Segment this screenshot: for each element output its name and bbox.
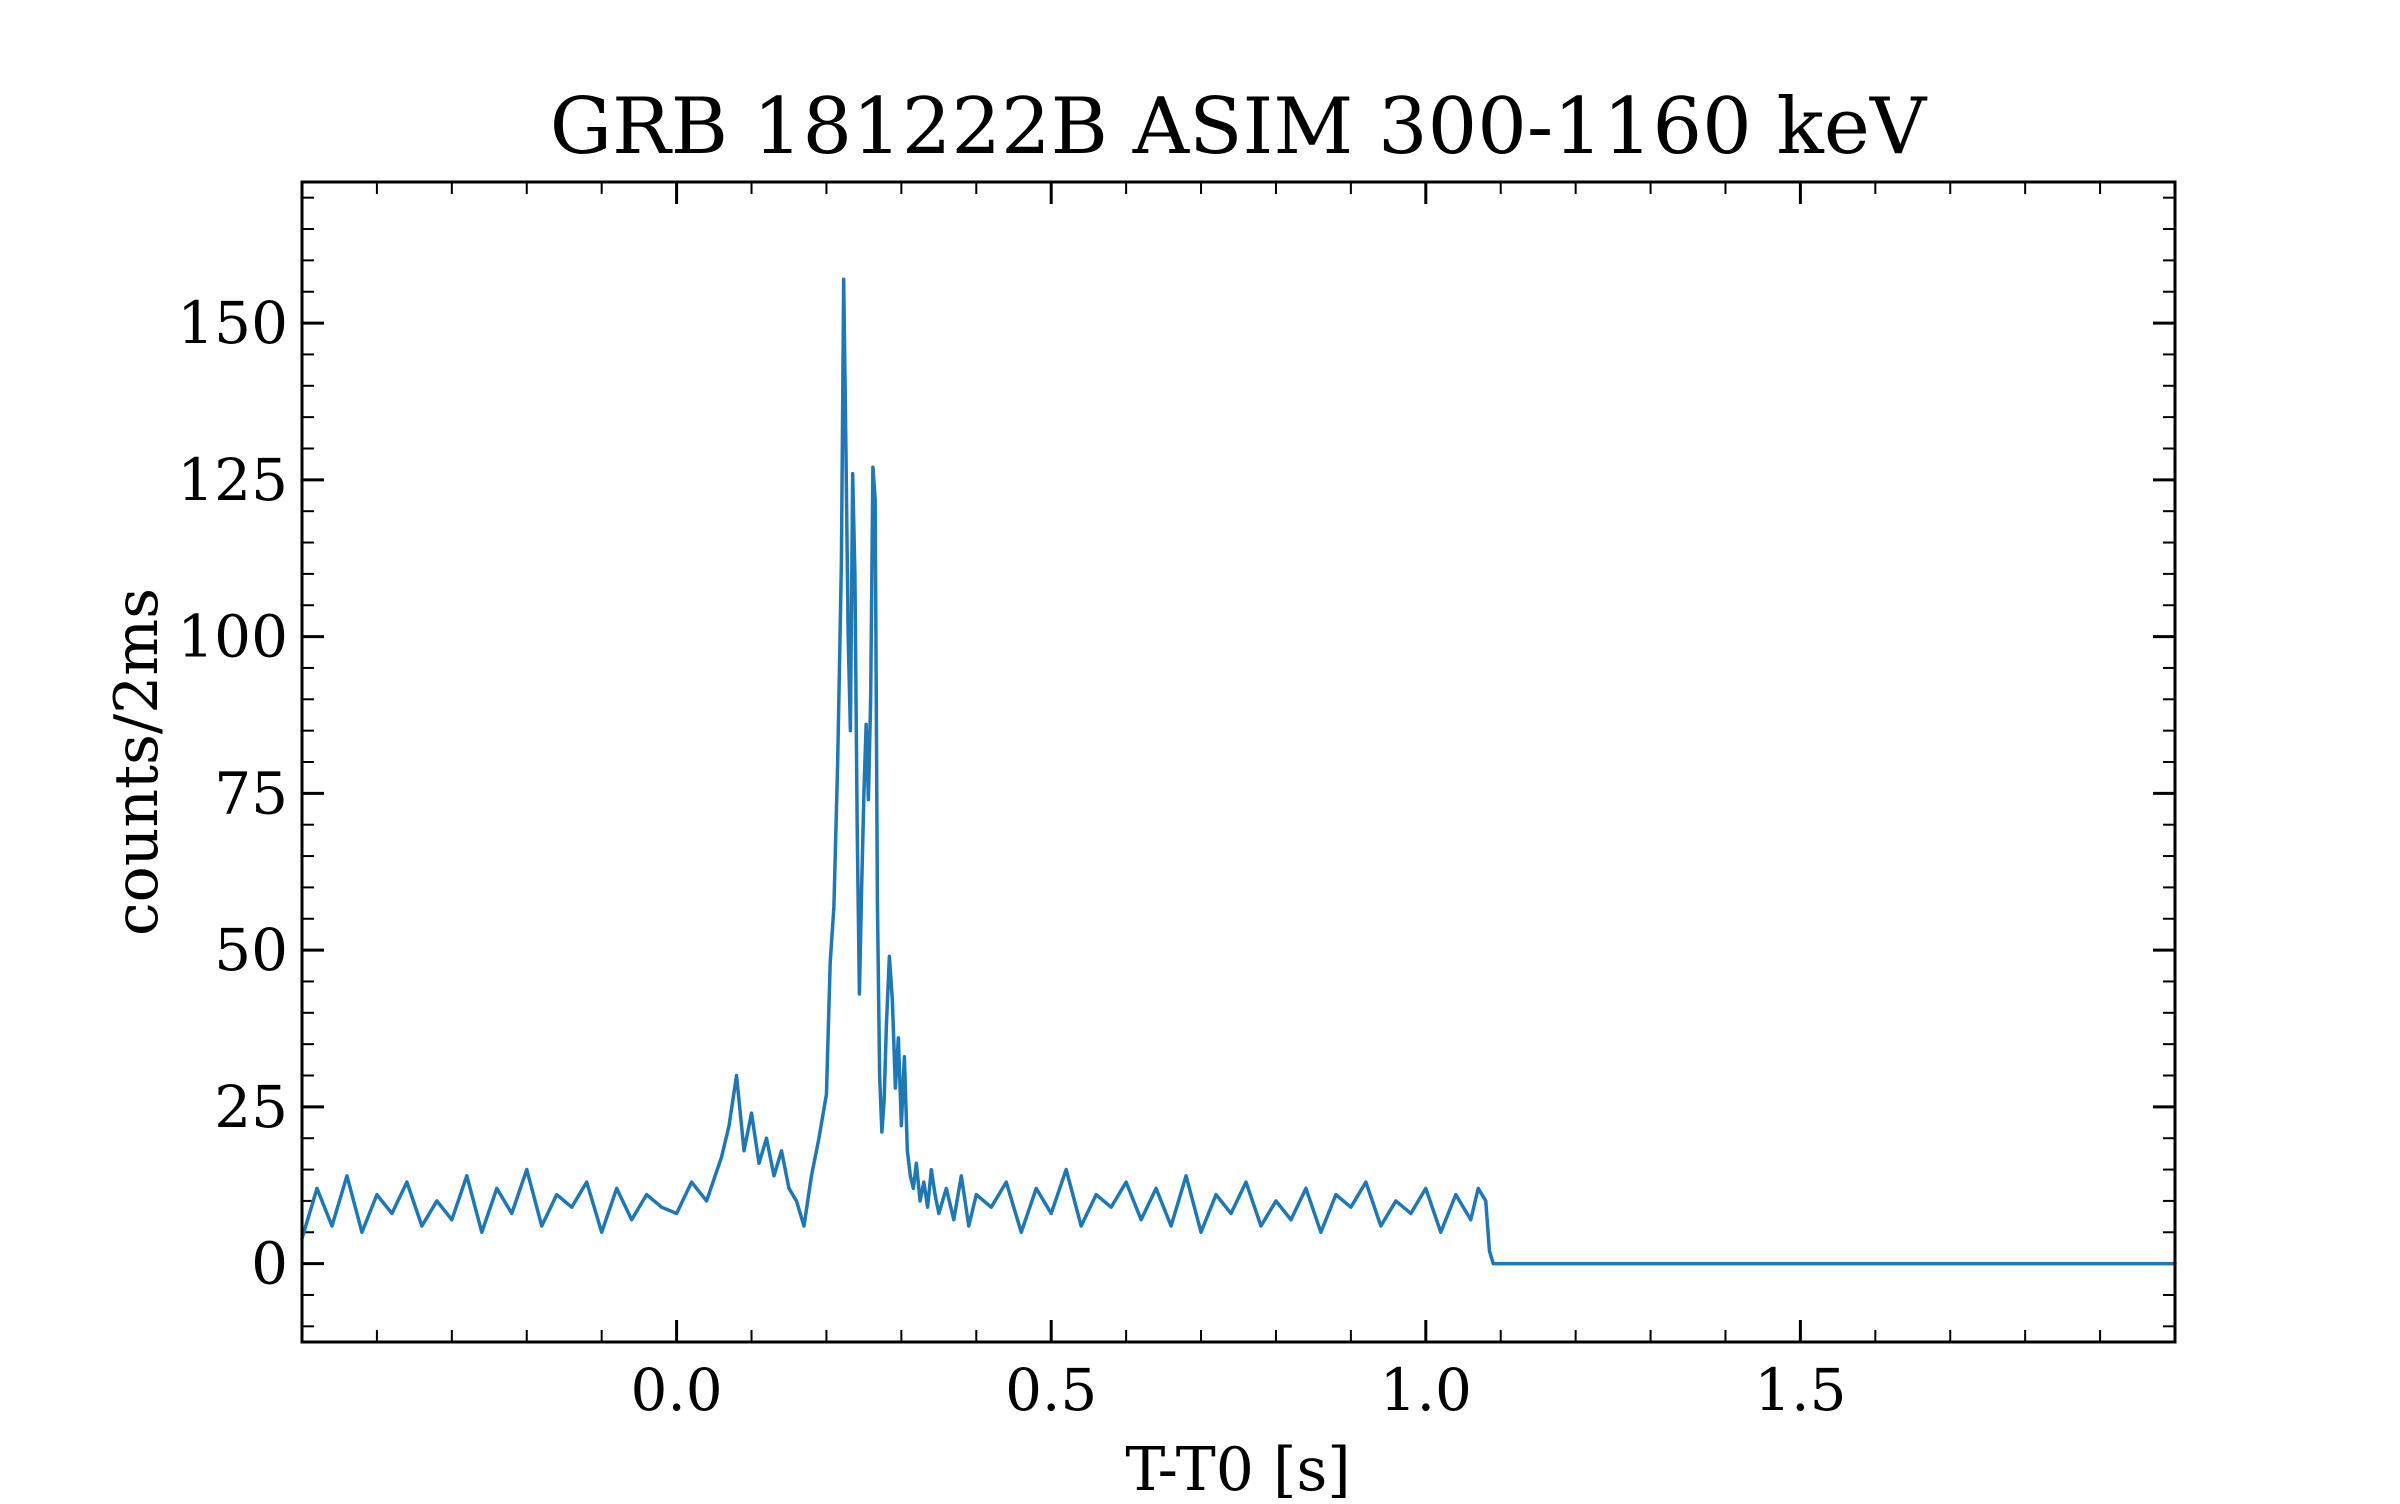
y-tick-label: 50 bbox=[214, 916, 288, 984]
y-tick-label: 100 bbox=[177, 603, 288, 671]
y-tick-label: 150 bbox=[177, 289, 288, 357]
y-tick-label: 125 bbox=[177, 446, 288, 514]
x-tick-label: 0.0 bbox=[630, 1356, 722, 1424]
x-axis-label: T-T0 [s] bbox=[1125, 1435, 1350, 1500]
y-tick-label: 75 bbox=[214, 759, 288, 827]
chart-title: GRB 181222B ASIM 300-1160 keV bbox=[550, 82, 1928, 172]
series-line-0 bbox=[300, 277, 2177, 1266]
y-axis-label: counts/2ms bbox=[102, 588, 172, 936]
data-layer bbox=[300, 277, 2177, 1266]
y-tick-label: 25 bbox=[214, 1073, 288, 1141]
x-tick-label: 0.5 bbox=[1005, 1356, 1097, 1424]
y-tick-label: 0 bbox=[251, 1230, 288, 1298]
x-tick-label: 1.5 bbox=[1754, 1356, 1846, 1424]
plot-frame bbox=[300, 180, 2177, 1344]
ticks-layer bbox=[301, 182, 2176, 1342]
labels-layer: 0.0 0.5 1.0 1.5 0 25 50 75 100 125 150 bbox=[177, 289, 1846, 1424]
x-tick-label: 1.0 bbox=[1380, 1356, 1472, 1424]
